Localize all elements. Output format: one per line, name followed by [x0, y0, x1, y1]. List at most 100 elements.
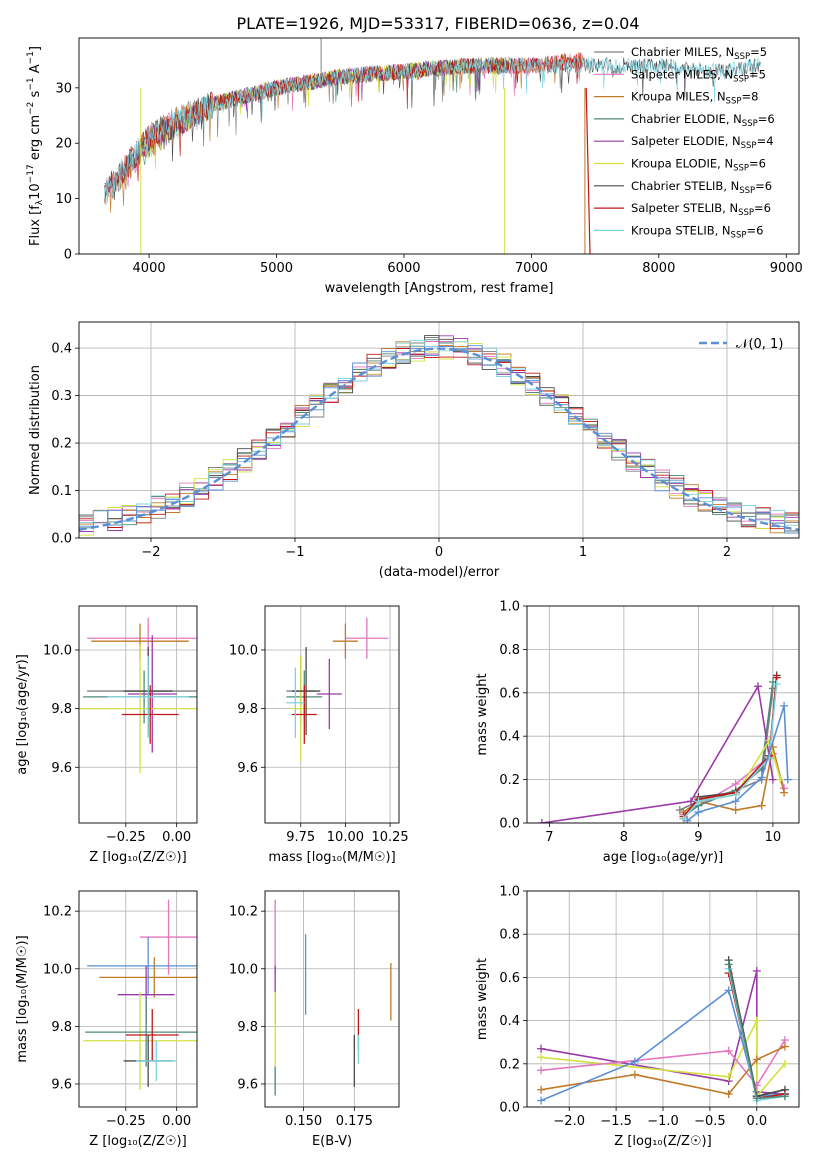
plot-area	[286, 617, 389, 762]
x-tick-label: 10	[765, 830, 782, 845]
sfh-marker	[783, 775, 792, 784]
legend: Chabrier MILES, NSSP=5 Salpeter MILES, NS…	[594, 45, 775, 240]
x-tick-label: −0.25	[106, 830, 146, 845]
x-tick-label: 7000	[515, 261, 548, 276]
y-tick-label: 1.0	[499, 885, 520, 900]
sfh-marker	[776, 775, 785, 784]
y-tick-label: 9.6	[237, 761, 258, 776]
plot-frame	[264, 605, 400, 824]
normal-curve	[79, 347, 799, 531]
x-tick-label: 0.0	[746, 1114, 767, 1129]
y-tick-label: 0.3	[51, 389, 72, 404]
plot-frame	[264, 890, 400, 1108]
y-tick-label: 0.8	[499, 928, 520, 943]
x-tick-label: 0	[435, 545, 443, 560]
y-tick-label: 10	[55, 192, 72, 207]
x-tick-label: 6000	[387, 261, 420, 276]
spectrum-line	[104, 56, 761, 206]
sfh-marker	[683, 816, 692, 823]
y-tick-label: 0	[64, 248, 72, 263]
y-tick-label: 30	[55, 81, 72, 96]
x-axis-label: (data-model)/error	[379, 565, 500, 580]
histogram-step	[79, 348, 799, 530]
sfh-marker	[686, 797, 695, 806]
y-tick-label: 10.2	[43, 905, 72, 920]
sfh-marker	[537, 1096, 546, 1105]
legend-label: Chabrier STELIB, NSSP=6	[631, 179, 772, 196]
y-tick-label: 9.8	[237, 702, 258, 717]
legend-label: 𝒩(0, 1)	[736, 337, 783, 352]
error-bar-point	[140, 899, 197, 975]
x-tick-label: 8	[620, 830, 628, 845]
y-tick-label: 0.4	[499, 730, 520, 745]
plot-area	[79, 335, 799, 536]
spectral-feature	[585, 87, 591, 254]
sfh-marker	[537, 819, 546, 823]
y-tick-label: 9.6	[237, 1077, 258, 1092]
y-tick-label: 0.8	[499, 643, 520, 658]
error-bar-point	[286, 667, 305, 738]
plot-area	[104, 38, 761, 254]
y-tick-label: 0.2	[499, 1057, 520, 1072]
sfh-marker	[724, 1072, 733, 1081]
x-axis-label: age [log₁₀(age/yr)]	[603, 850, 724, 865]
y-tick-label: 0.6	[499, 971, 520, 986]
sfh-marker	[630, 1057, 639, 1066]
error-bar-point	[316, 658, 342, 730]
sfh-marker	[765, 736, 774, 745]
plot-frame	[526, 605, 800, 824]
error-bar-point	[121, 685, 179, 744]
error-bar-point	[99, 957, 197, 998]
y-tick-label: 1.0	[499, 600, 520, 615]
error-bar-point	[332, 623, 358, 659]
x-tick-label: −2.0	[553, 1114, 585, 1129]
y-tick-label: 0.4	[51, 342, 72, 357]
sfh-marker	[780, 1059, 789, 1068]
panel-mass_vs_ebv: 0.150 0.175 9.6 9.8 10.0 10.2 E(B-V)	[229, 890, 400, 1149]
sfh-marker	[731, 797, 740, 806]
x-tick-label: −2	[141, 545, 160, 560]
histogram-step	[79, 345, 799, 534]
y-axis-label: Flux [fλ10−17 erg cm−2 s−1 A−1]	[26, 46, 45, 246]
error-bar-point	[85, 997, 197, 1067]
sfh-marker	[780, 701, 789, 710]
sfh-marker	[768, 775, 777, 784]
panel-mass_vs_Z: −0.25 0.00 9.6 9.8 10.0 10.2 Z [log₁₀(Z/Z☉)] ma…	[15, 890, 198, 1149]
sfh-line	[541, 683, 774, 823]
figure-title: PLATE=1926, MJD=53317, FIBERID=0636, z=0…	[236, 14, 639, 33]
sfh-marker	[780, 1042, 789, 1051]
plot-frame	[78, 37, 800, 255]
legend-label: Chabrier ELODIE, NSSP=6	[631, 112, 775, 129]
legend-label: Salpeter STELIB, NSSP=6	[631, 201, 771, 218]
legend-label: Kroupa ELODIE, NSSP=6	[631, 157, 766, 174]
error-bar-point	[127, 635, 177, 753]
y-tick-label: 10.0	[43, 962, 72, 977]
x-axis-label: Z [log₁₀(Z/Z☉)]	[614, 1134, 711, 1149]
sfh-marker	[724, 1046, 733, 1055]
histogram-step	[79, 335, 799, 524]
y-tick-label: 9.8	[237, 1020, 258, 1035]
x-tick-label: −0.25	[106, 1114, 146, 1129]
plot-area	[79, 617, 197, 774]
y-axis-label: Normed distribution	[28, 365, 43, 495]
x-axis-label: wavelength [Angstrom, rest frame]	[325, 281, 554, 296]
sfh-marker	[537, 1053, 546, 1062]
panel-age_vs_mass: 9.75 10.00 10.25 9.6 9.8 10.0 mass [log₁₀(M/M☉…	[229, 605, 409, 865]
legend-label: Salpeter MILES, NSSP=5	[631, 67, 766, 84]
x-axis-label: E(B-V)	[312, 1134, 352, 1149]
plot-frame	[526, 890, 800, 1108]
x-tick-label: 10.00	[327, 830, 364, 845]
sfh-marker	[752, 1094, 761, 1103]
panel-sfh_age: 7 8 9 10 0.0 0.2 0.4 0.6 0.8 1.0 age [log₁₀(age/yr…	[475, 600, 800, 865]
y-tick-label: 0.0	[499, 1101, 520, 1116]
y-tick-label: 9.6	[51, 1077, 72, 1092]
x-axis-label: Z [log₁₀(Z/Z☉)]	[89, 1134, 186, 1149]
panel-residuals: −2 −1 0 1 2 0.0 0.1 0.2 0.3 0.4 (data-model)/error…	[28, 321, 800, 580]
y-axis-label: mass weight	[475, 673, 490, 755]
error-bar-point	[83, 991, 197, 1090]
x-tick-label: 9	[694, 830, 702, 845]
x-tick-label: 0.150	[285, 1114, 322, 1129]
y-tick-label: 0.0	[51, 532, 72, 547]
y-axis-label: mass weight	[475, 958, 490, 1040]
